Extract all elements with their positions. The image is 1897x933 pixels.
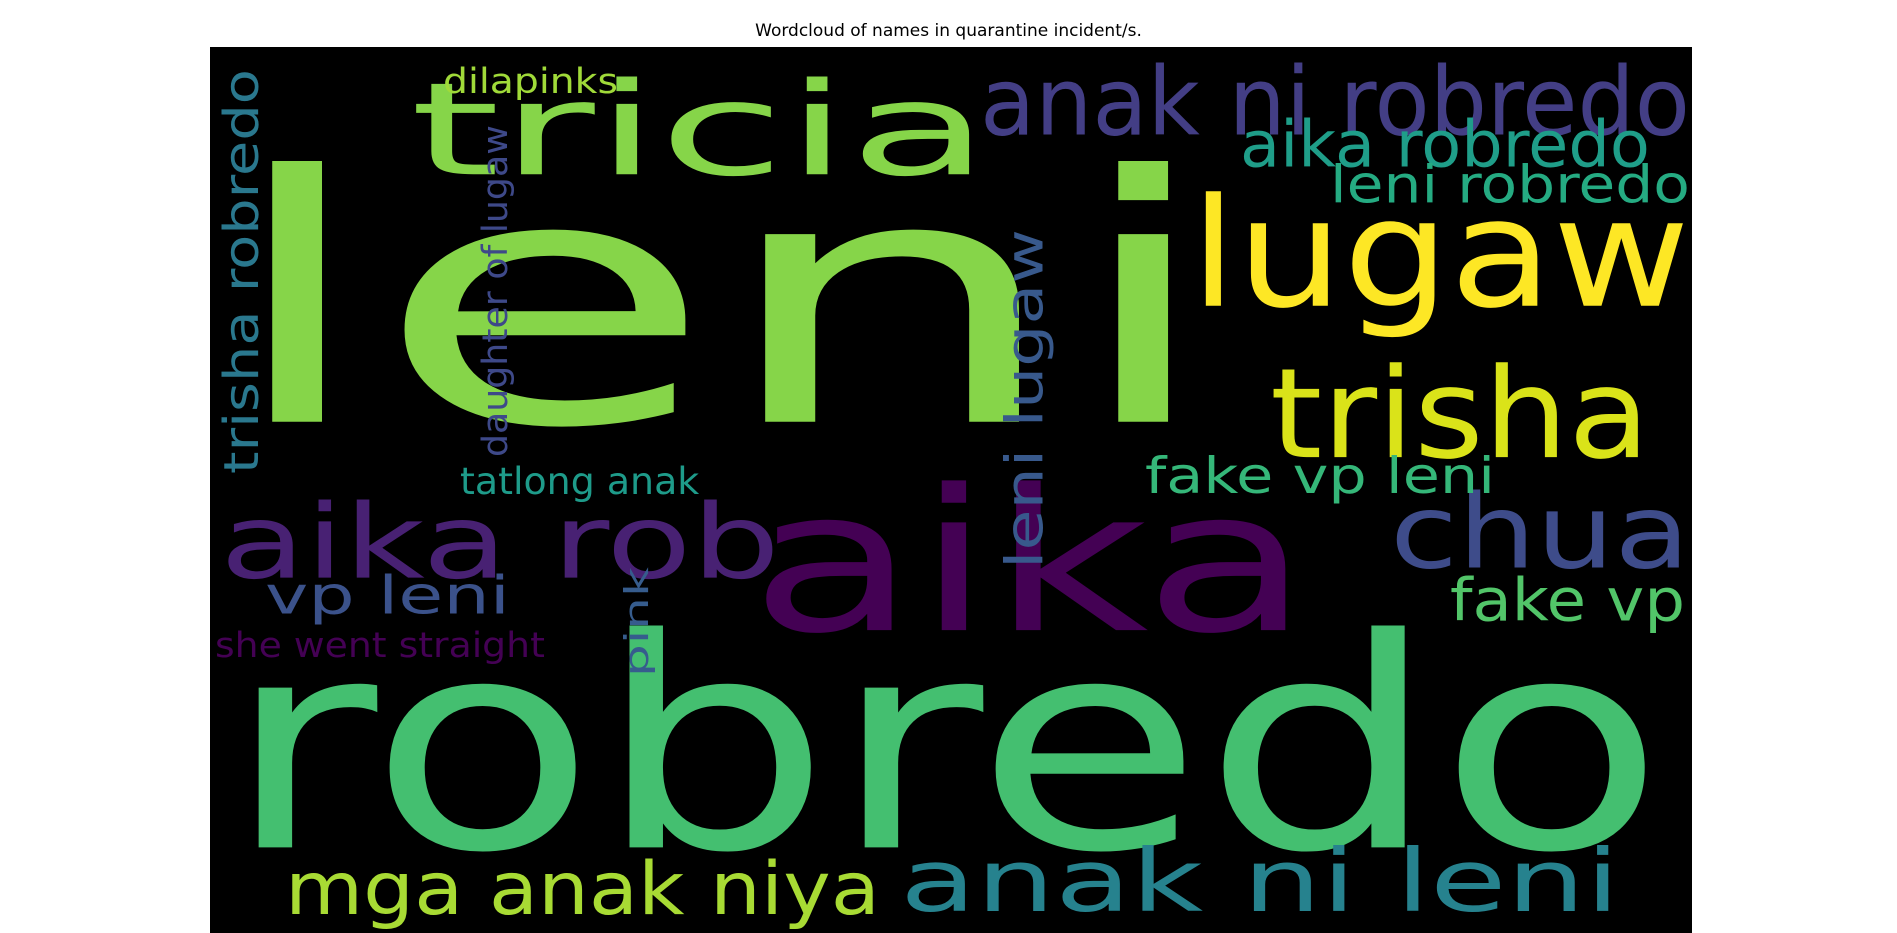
word-anak-ni-leni: anak ni leni [900,832,1620,932]
word-tricia: tricia [410,55,990,205]
word-lugaw: lugaw [1190,166,1690,342]
word-aika-rob: aika rob [220,482,780,602]
word-vp-leni: vp leni [265,565,510,626]
word-robredo: robredo [225,576,1665,917]
word-pink: pink [618,567,656,677]
word-tatlong-anak: tatlong anak [460,459,699,503]
word-she-went-straight: she went straight [215,624,545,665]
word-trisha-robredo: trisha robredo [215,69,270,474]
word-trisha: trisha [1270,342,1650,487]
word-aika-robredo: aika robredo [1240,108,1650,182]
word-dilapinks: dilapinks [443,61,618,101]
word-daughter-of-lugaw: daughter of lugaw [476,125,516,457]
word-leni-lugaw: leni lugaw [995,229,1055,569]
chart-title: Wordcloud of names in quarantine inciden… [755,21,1142,41]
word-leni: leni [220,103,1220,503]
word-fake-vp: fake vp [1450,567,1685,635]
word-aika: aika [750,447,1310,676]
word-mga-anak-niya: mga anak niya [285,847,880,932]
word-fake-vp-leni: fake vp leni [1145,448,1495,506]
wordcloud-background [210,47,1692,933]
word-leni-robredo: leni robredo [1330,155,1690,215]
word-anak-ni-robredo: anak ni robredo [980,47,1690,157]
word-chua: chua [1390,473,1690,592]
